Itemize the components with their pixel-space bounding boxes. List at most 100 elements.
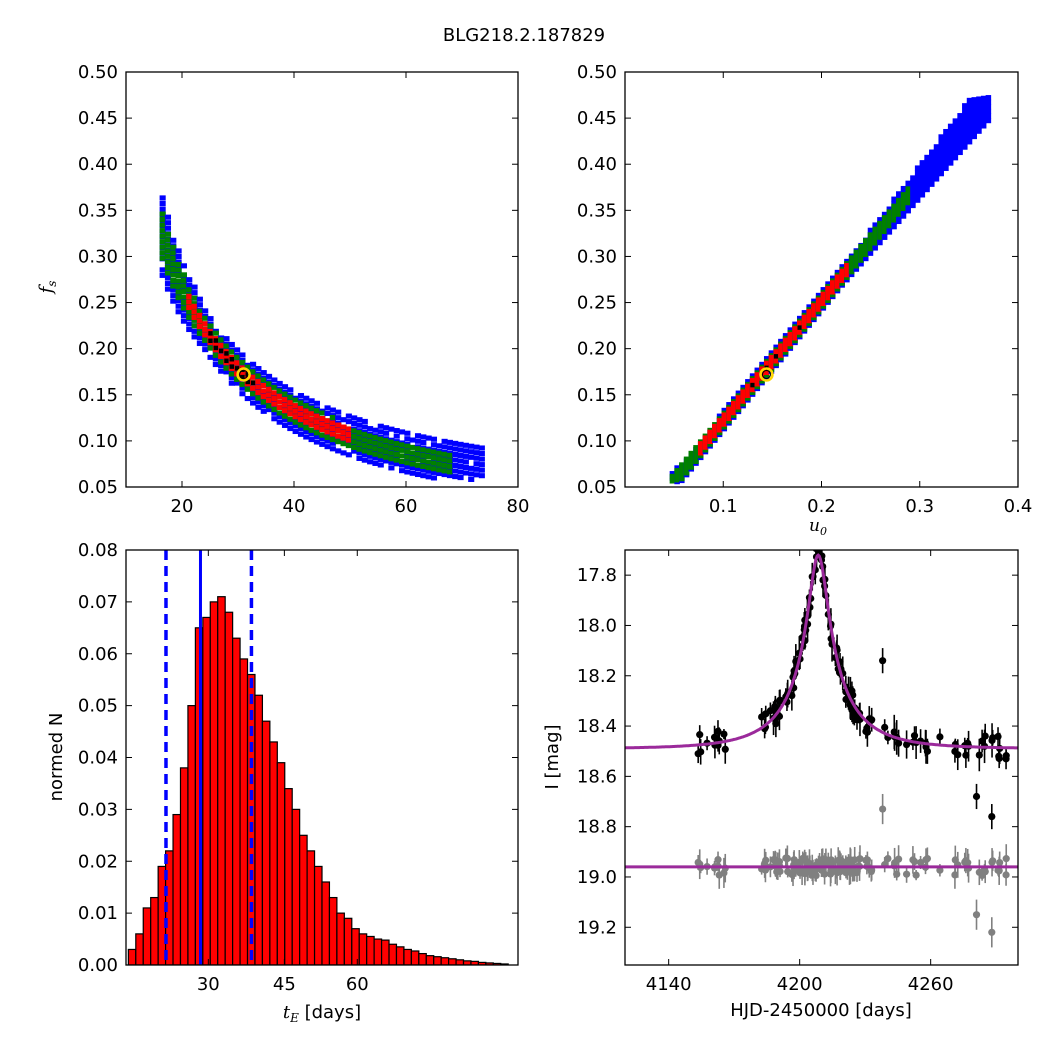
posterior-cell (839, 268, 845, 274)
posterior-cell (919, 169, 926, 175)
posterior-cell (792, 338, 798, 344)
posterior-cell (303, 403, 310, 409)
posterior-cell (281, 417, 289, 423)
posterior-cell (218, 359, 225, 365)
x-tick-label: 30 (197, 974, 220, 995)
posterior-cell (308, 422, 315, 428)
posterior-cell (287, 411, 294, 417)
posterior-cell (669, 471, 676, 477)
posterior-cell (276, 393, 283, 399)
posterior-cell (787, 341, 794, 347)
posterior-cell (345, 443, 352, 449)
posterior-cell (820, 300, 827, 307)
residual-point (776, 867, 784, 876)
posterior-cell (356, 441, 363, 447)
posterior-cell (980, 95, 987, 101)
posterior-cell (980, 100, 987, 106)
y-tick-label: 0.10 (577, 431, 617, 452)
residual-point (894, 855, 903, 863)
posterior-cell (329, 431, 336, 437)
histogram-bar (306, 850, 316, 965)
y-tick-label: 0.30 (577, 246, 617, 267)
posterior-cell (933, 162, 940, 168)
posterior-cell (759, 378, 765, 384)
posterior-cell (436, 467, 443, 473)
posterior-cell (266, 407, 273, 413)
posterior-cell (244, 364, 251, 370)
posterior-cell (896, 214, 902, 220)
y-tick-label: 0.15 (78, 385, 118, 406)
posterior-cell (356, 435, 363, 441)
posterior-cell (175, 309, 182, 315)
posterior-cell (749, 373, 756, 379)
posterior-cell (749, 377, 756, 384)
posterior-cell (848, 269, 855, 275)
histogram-bar (217, 596, 226, 965)
posterior-cell (943, 133, 949, 139)
posterior-cell (452, 474, 459, 480)
posterior-cell (175, 289, 182, 295)
posterior-cell (180, 318, 187, 324)
posterior-cell (669, 478, 676, 484)
posterior-cell (218, 342, 225, 348)
posterior-cell (436, 470, 443, 477)
posterior-cell (712, 428, 718, 434)
posterior-cell (457, 441, 464, 447)
posterior-cell (726, 418, 732, 424)
posterior-cells (159, 195, 485, 482)
posterior-cell (223, 354, 230, 360)
posterior-cell (976, 124, 982, 130)
residual-point (912, 871, 920, 879)
posterior-cell (929, 172, 935, 178)
posterior-cell (393, 433, 400, 439)
histogram-bar (388, 943, 398, 965)
posterior-cell (952, 136, 959, 142)
histogram-bar (232, 637, 241, 965)
posterior-cell (886, 218, 893, 224)
posterior-cell (754, 376, 761, 382)
posterior-cell (409, 461, 416, 467)
posterior-cell (430, 436, 438, 442)
posterior-cell (839, 264, 845, 270)
posterior-cell (377, 429, 384, 435)
posterior-cell (218, 337, 225, 343)
posterior-cell (919, 160, 926, 166)
posterior-cell (980, 123, 987, 129)
posterior-cell (462, 442, 469, 448)
posterior-cell (308, 405, 315, 411)
residual-point (981, 868, 989, 876)
histogram-bar (395, 946, 405, 965)
posterior-core-cell (797, 325, 802, 330)
posterior-cell (260, 403, 267, 409)
posterior-cell (905, 190, 911, 197)
posterior-cell (159, 267, 166, 273)
posterior-cell (186, 287, 193, 293)
posterior-cell (905, 195, 911, 201)
data-point (697, 748, 705, 756)
posterior-cell (759, 371, 765, 377)
posterior-cell (170, 255, 177, 261)
posterior-cell (910, 189, 916, 195)
posterior-cell (763, 356, 770, 362)
residual-point (964, 859, 972, 867)
posterior-cell (858, 257, 864, 263)
posterior-cell (792, 335, 798, 341)
posterior-cell (260, 399, 267, 405)
posterior-cell (792, 321, 798, 327)
posterior-cell (191, 301, 198, 307)
posterior-cell (702, 444, 709, 450)
posterior-cell (308, 398, 315, 404)
posterior-cell (239, 370, 246, 376)
posterior-cell (202, 332, 209, 338)
posterior-cell (947, 132, 954, 138)
posterior-cell (260, 377, 267, 383)
posterior-cell (356, 450, 363, 456)
posterior-cell (683, 456, 690, 462)
posterior-cell (191, 323, 198, 329)
posterior-cell (388, 456, 395, 462)
posterior-cell (468, 443, 475, 449)
posterior-cell (361, 437, 368, 443)
posterior-cell (669, 473, 676, 479)
posterior-cell (468, 471, 475, 477)
posterior-cell (164, 264, 172, 271)
